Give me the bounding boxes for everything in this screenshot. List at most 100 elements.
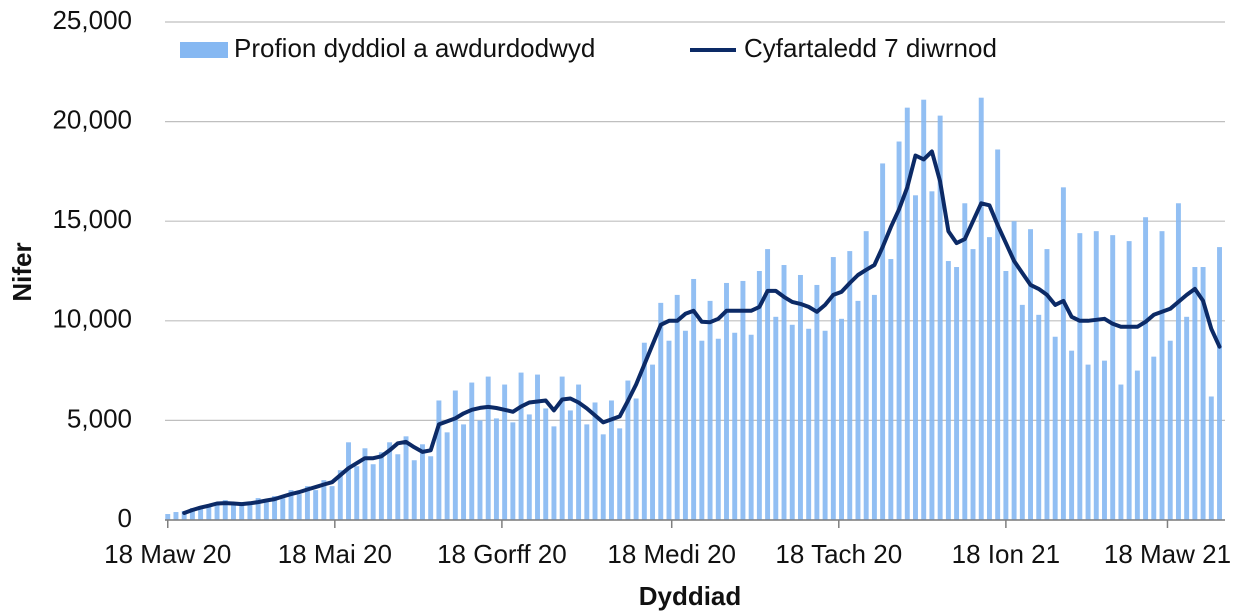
bar bbox=[378, 452, 384, 520]
bar bbox=[452, 390, 458, 520]
bar bbox=[411, 460, 417, 520]
bar bbox=[600, 434, 606, 520]
bar bbox=[691, 278, 697, 520]
bar bbox=[239, 502, 245, 520]
bar bbox=[559, 376, 565, 520]
bar bbox=[1200, 267, 1206, 520]
bar bbox=[797, 274, 803, 520]
bar bbox=[962, 203, 968, 520]
bar bbox=[231, 505, 236, 520]
bar bbox=[510, 422, 516, 520]
x-tick-label: 18 Maw 20 bbox=[104, 539, 231, 569]
bar bbox=[945, 261, 951, 520]
bar bbox=[502, 384, 508, 520]
bar bbox=[1151, 356, 1157, 520]
bar bbox=[263, 502, 269, 520]
bar bbox=[1019, 304, 1025, 520]
bar bbox=[929, 191, 935, 520]
bar bbox=[1028, 229, 1033, 520]
average-line bbox=[182, 149, 1222, 515]
bar bbox=[880, 163, 886, 520]
bar bbox=[871, 294, 877, 520]
bar bbox=[1036, 314, 1042, 520]
bar bbox=[181, 511, 187, 520]
bar bbox=[913, 195, 918, 520]
bar bbox=[748, 334, 754, 520]
bar bbox=[839, 318, 845, 520]
bar bbox=[724, 282, 729, 520]
bar bbox=[403, 436, 409, 520]
x-tick-label: 18 Maw 21 bbox=[1104, 539, 1231, 569]
x-axis-label: Dyddiad bbox=[639, 581, 742, 611]
bar bbox=[329, 486, 335, 520]
bar bbox=[674, 294, 680, 520]
bar bbox=[1093, 231, 1099, 520]
bar bbox=[173, 512, 179, 520]
bar bbox=[954, 267, 960, 520]
bar bbox=[362, 448, 368, 520]
bar bbox=[658, 302, 664, 520]
bar bbox=[986, 237, 992, 521]
bar bbox=[666, 340, 672, 520]
bar bbox=[313, 490, 319, 520]
bar bbox=[247, 504, 253, 520]
bar bbox=[822, 330, 828, 520]
bar bbox=[699, 340, 705, 520]
bar bbox=[296, 494, 302, 520]
legend-label: Cyfartaledd 7 diwrnod bbox=[744, 33, 997, 63]
bar bbox=[272, 496, 278, 520]
bar bbox=[337, 470, 343, 520]
bar bbox=[765, 249, 771, 520]
bar bbox=[346, 442, 351, 520]
bar bbox=[1077, 233, 1083, 521]
bar bbox=[1003, 271, 1009, 520]
bar bbox=[937, 115, 943, 521]
bar bbox=[395, 454, 401, 520]
y-tick-label: 20,000 bbox=[52, 104, 132, 134]
legend-label: Profion dyddiol a awdurdodwyd bbox=[234, 33, 595, 63]
bar bbox=[617, 428, 623, 520]
y-tick-label: 15,000 bbox=[52, 204, 132, 234]
bar bbox=[222, 500, 228, 520]
bar bbox=[830, 257, 836, 520]
bar bbox=[641, 342, 647, 520]
bar bbox=[370, 464, 376, 520]
bar bbox=[477, 420, 483, 520]
bar bbox=[740, 280, 746, 520]
y-axis-label: Nifer bbox=[7, 242, 37, 301]
bar bbox=[888, 259, 894, 520]
bar bbox=[288, 490, 294, 520]
bar bbox=[970, 249, 976, 520]
x-tick-label: 18 Medi 20 bbox=[607, 539, 736, 569]
bar bbox=[773, 316, 779, 520]
bar bbox=[444, 432, 450, 520]
bar bbox=[1143, 217, 1149, 520]
bar bbox=[732, 332, 738, 520]
bar bbox=[789, 324, 795, 520]
bar bbox=[1044, 249, 1050, 520]
bar bbox=[461, 424, 467, 520]
bar bbox=[1085, 364, 1091, 520]
bar bbox=[584, 424, 590, 520]
bar bbox=[354, 466, 360, 520]
bar bbox=[469, 382, 475, 520]
bar bbox=[198, 506, 204, 520]
bar bbox=[904, 107, 910, 520]
bar bbox=[633, 398, 639, 520]
bar bbox=[518, 372, 524, 520]
bar bbox=[1208, 396, 1214, 520]
bar bbox=[1069, 350, 1075, 520]
bar bbox=[526, 414, 532, 520]
bar bbox=[625, 380, 631, 520]
bar bbox=[1217, 247, 1222, 520]
bar bbox=[321, 480, 327, 520]
bar bbox=[707, 300, 713, 520]
y-tick-label: 25,000 bbox=[52, 5, 132, 35]
bar bbox=[592, 402, 598, 520]
bar bbox=[567, 410, 573, 520]
bar bbox=[1060, 187, 1066, 520]
bar bbox=[189, 508, 195, 520]
bar bbox=[921, 99, 927, 521]
bar bbox=[214, 502, 220, 520]
bar bbox=[428, 456, 434, 520]
